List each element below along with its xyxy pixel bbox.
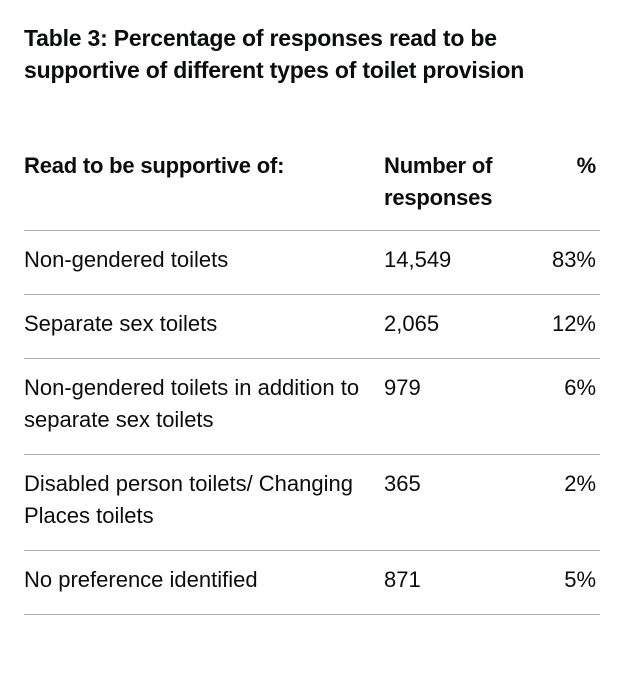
row-percent: 12% [544, 294, 600, 359]
header-type: Read to be supportive of: [24, 146, 384, 231]
table-row: Non-gendered toilets 14,549 83% [24, 230, 600, 295]
row-count: 14,549 [384, 230, 544, 295]
row-count: 871 [384, 550, 544, 615]
header-percent: % [544, 146, 600, 231]
table-row: Non-gendered toilets in addition to sepa… [24, 358, 600, 455]
row-percent: 2% [544, 454, 600, 551]
table-caption: Table 3: Percentage of responses read to… [24, 25, 525, 83]
row-percent: 6% [544, 358, 600, 455]
row-percent: 83% [544, 230, 600, 295]
table-row: No preference identified 871 5% [24, 550, 600, 615]
row-type: Disabled person toilets/ Changing Places… [24, 454, 384, 551]
row-type: No preference identified [24, 550, 384, 615]
table-header-row: Read to be supportive of: Number of resp… [24, 146, 600, 231]
header-count: Number of responses [384, 146, 544, 231]
table-row: Separate sex toilets 2,065 12% [24, 294, 600, 359]
row-count: 2,065 [384, 294, 544, 359]
row-count: 979 [384, 358, 544, 455]
toilet-provision-table: Read to be supportive of: Number of resp… [24, 146, 600, 615]
row-count: 365 [384, 454, 544, 551]
row-type: Non-gendered toilets [24, 230, 384, 295]
table-row: Disabled person toilets/ Changing Places… [24, 454, 600, 551]
row-percent: 5% [544, 550, 600, 615]
row-type: Non-gendered toilets in addition to sepa… [24, 358, 384, 455]
row-type: Separate sex toilets [24, 294, 384, 359]
